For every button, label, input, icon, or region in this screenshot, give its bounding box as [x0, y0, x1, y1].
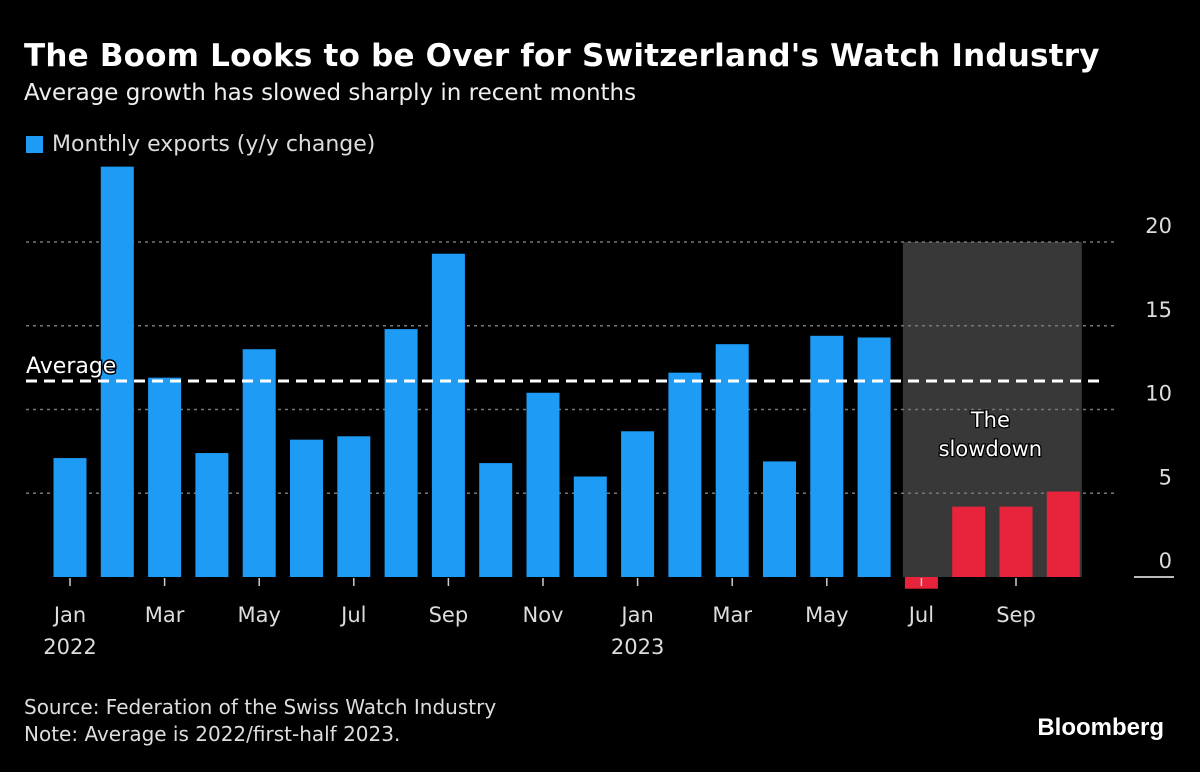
bar-jan-2022 — [53, 458, 87, 577]
bar-jun-2022 — [290, 439, 323, 577]
slowdown-label-line1: The — [970, 408, 1010, 432]
legend-label: Monthly exports (y/y change) — [52, 132, 376, 157]
x-tick-year-label: 2023 — [611, 635, 664, 659]
bar-mar-2023 — [715, 344, 749, 577]
x-tick-label: Jan — [619, 603, 653, 627]
y-tick-label-15: 15 — [1145, 298, 1172, 322]
bar-jan-2023 — [621, 431, 655, 577]
chart-title: The Boom Looks to be Over for Switzerlan… — [24, 38, 1100, 74]
y-tick-label-10: 10 — [1145, 382, 1172, 406]
bar-feb-2023 — [668, 372, 702, 577]
bar-oct-2022 — [479, 463, 513, 577]
y-tick-label-5: 5 — [1159, 465, 1172, 489]
x-tick-label: Jul — [907, 603, 934, 627]
slowdown-label-line2: slowdown — [939, 437, 1042, 461]
x-tick-label: Jul — [339, 603, 366, 627]
bar-may-2023 — [810, 335, 844, 577]
bar-jul-2022 — [337, 436, 371, 577]
y-tick-label-0: 0 — [1159, 549, 1172, 573]
x-tick-label: Sep — [429, 603, 469, 627]
x-tick-label: Mar — [145, 603, 185, 627]
bar-oct-2023 — [1046, 491, 1080, 577]
chart-subtitle: Average growth has slowed sharply in rec… — [24, 80, 637, 106]
bar-feb-2022 — [100, 166, 134, 577]
legend: Monthly exports (y/y change) — [26, 132, 375, 157]
bar-sep-2023 — [999, 506, 1033, 577]
x-tick-year-label: 2022 — [43, 635, 96, 659]
x-tick-label: Nov — [523, 603, 564, 627]
x-tick-label: Sep — [996, 603, 1036, 627]
footer: Source: Federation of the Swiss Watch In… — [24, 694, 496, 748]
average-label: Average — [26, 354, 116, 379]
y-tick-label-20: 20 — [1145, 214, 1172, 238]
legend-swatch — [26, 136, 43, 153]
bar-may-2022 — [242, 349, 276, 577]
bar-aug-2023 — [952, 506, 986, 577]
source-note: Source: Federation of the Swiss Watch In… — [24, 695, 497, 719]
bar-dec-2022 — [573, 476, 607, 577]
bar-aug-2022 — [384, 329, 418, 577]
average-note: Note: Average is 2022/first-half 2023. — [24, 722, 401, 746]
x-tick-label: Jan — [52, 603, 86, 627]
bar-jun-2023 — [857, 337, 891, 577]
bar-apr-2022 — [195, 453, 229, 577]
bar-mar-2022 — [148, 377, 182, 577]
bar-nov-2022 — [526, 392, 560, 577]
x-tick-label: May — [237, 603, 280, 627]
x-tick-label: Mar — [712, 603, 752, 627]
bloomberg-logo: Bloomberg — [1037, 714, 1164, 741]
bar-sep-2022 — [431, 253, 465, 577]
x-tick-label: May — [805, 603, 848, 627]
bar-apr-2023 — [763, 461, 796, 577]
